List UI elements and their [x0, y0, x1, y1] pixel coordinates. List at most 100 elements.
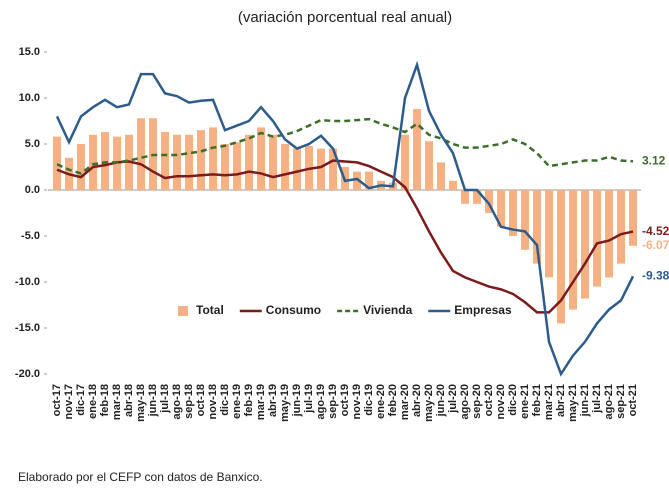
bar [497, 190, 505, 227]
y-tick-label: 0.0 [25, 184, 40, 196]
x-tick-label: jul-20 [447, 384, 459, 414]
x-tick-label: jul-21 [591, 384, 603, 414]
bar [473, 190, 481, 204]
bar [137, 118, 145, 190]
x-tick-label: sep-20 [471, 384, 483, 419]
bar [569, 190, 577, 310]
bar [353, 171, 361, 190]
x-tick-label: abr-20 [411, 384, 423, 417]
x-tick-label: may-18 [135, 384, 147, 422]
legend-swatch [178, 306, 188, 316]
bar [173, 134, 181, 190]
y-tick-label: 5.0 [25, 138, 40, 150]
bar [329, 148, 337, 190]
x-tick-label: jul-19 [303, 384, 315, 414]
end-value-label: -4.52 [642, 224, 669, 238]
bar [233, 142, 241, 190]
bar [485, 190, 493, 213]
x-tick-label: feb-20 [387, 384, 399, 416]
bar [509, 190, 517, 236]
bar [365, 171, 373, 190]
x-tick-label: ene-18 [87, 384, 99, 419]
x-tick-label: oct-19 [339, 384, 351, 416]
x-tick-label: ene-21 [519, 384, 531, 419]
bar [281, 144, 289, 190]
x-tick-label: abr-21 [555, 384, 567, 417]
y-tick-label: -5.0 [21, 230, 40, 242]
y-tick-label: -20.0 [15, 368, 40, 380]
source-note: Elaborado por el CEFP con datos de Banxi… [18, 470, 263, 484]
bar [197, 130, 205, 190]
legend-label: Consumo [266, 303, 321, 317]
x-tick-label: oct-17 [51, 384, 63, 416]
y-tick-label: -10.0 [15, 276, 40, 288]
bar [101, 132, 109, 190]
x-tick-label: dic-20 [507, 384, 519, 416]
bar [605, 190, 613, 278]
bar [317, 148, 325, 190]
x-tick-label: sep-21 [615, 384, 627, 419]
legend-label: Total [196, 303, 224, 317]
end-value-label: -6.07 [642, 238, 669, 252]
bar [257, 127, 265, 190]
x-tick-label: dic-19 [363, 384, 375, 416]
bar [77, 144, 85, 190]
bar [617, 190, 625, 264]
bar [437, 162, 445, 190]
bar [89, 134, 97, 190]
x-tick-label: abr-19 [267, 384, 279, 417]
end-value-label: 3.12 [642, 153, 666, 167]
x-tick-label: jun-19 [291, 384, 303, 417]
bar [401, 134, 409, 190]
x-tick-label: jul-18 [159, 384, 171, 414]
x-tick-label: nov-18 [207, 384, 219, 419]
x-tick-label: sep-19 [327, 384, 339, 419]
x-tick-label: oct-18 [195, 384, 207, 416]
bar [593, 190, 601, 287]
legend-label: Vivienda [363, 303, 412, 317]
x-tick-label: ago-21 [603, 384, 615, 419]
bar [533, 190, 541, 264]
x-tick-label: nov-19 [351, 384, 363, 419]
line [55, 60, 635, 377]
x-tick-label: mar-21 [543, 384, 555, 420]
bar [545, 190, 553, 278]
x-tick-label: abr-18 [123, 384, 135, 417]
bar [245, 134, 253, 190]
bar [209, 127, 217, 190]
bar [161, 132, 169, 190]
bar [461, 190, 469, 204]
x-tick-label: jun-21 [579, 384, 591, 417]
x-tick-label: mar-18 [111, 384, 123, 420]
bar [269, 134, 277, 190]
bar [293, 148, 301, 190]
bar [221, 144, 229, 190]
y-tick-label: 15.0 [19, 46, 40, 58]
bar [185, 134, 193, 190]
x-tick-label: feb-19 [243, 384, 255, 416]
bar [425, 141, 433, 190]
x-tick-label: ene-19 [231, 384, 243, 419]
x-tick-label: oct-21 [627, 384, 639, 416]
x-tick-label: dic-17 [75, 384, 87, 416]
bar [629, 190, 637, 246]
y-tick-label: 10.0 [19, 92, 40, 104]
x-tick-label: mar-20 [399, 384, 411, 420]
x-tick-label: may-20 [423, 384, 435, 422]
x-tick-label: jun-20 [435, 384, 447, 417]
y-tick-label: -15.0 [15, 322, 40, 334]
bar [581, 190, 589, 299]
x-tick-label: dic-18 [219, 384, 231, 416]
x-tick-label: sep-18 [183, 384, 195, 419]
x-tick-label: oct-20 [483, 384, 495, 416]
x-tick-label: ene-20 [375, 384, 387, 419]
bar [557, 190, 565, 324]
legend-label: Empresas [454, 303, 512, 317]
x-tick-label: may-19 [279, 384, 291, 422]
x-tick-label: feb-21 [531, 384, 543, 416]
x-tick-label: nov-20 [495, 384, 507, 419]
x-tick-label: ago-20 [459, 384, 471, 419]
x-tick-label: may-21 [567, 384, 579, 422]
line [56, 159, 634, 314]
